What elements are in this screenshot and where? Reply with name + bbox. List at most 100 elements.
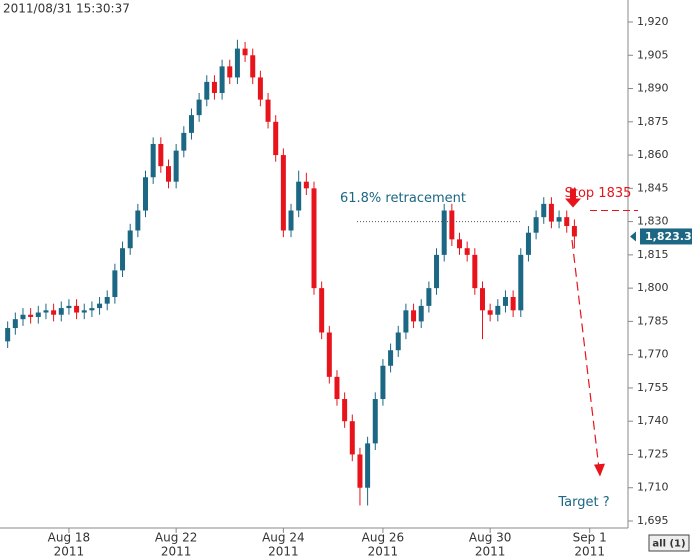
- candle-body: [510, 297, 516, 311]
- y-tick-label: 1,875: [637, 115, 669, 128]
- target-arrow-head: [594, 463, 605, 477]
- y-tick-label: 1,905: [637, 48, 669, 61]
- y-tick-label: 1,890: [637, 82, 669, 95]
- x-tick-label: Aug 22: [155, 531, 198, 545]
- candle-body: [472, 254, 478, 289]
- candle-body: [112, 270, 118, 298]
- candle-body: [372, 399, 378, 444]
- candle-body: [104, 297, 110, 304]
- candle-body: [97, 303, 103, 309]
- candle-body: [250, 55, 256, 78]
- candle-body: [556, 217, 562, 222]
- candle-body: [81, 310, 87, 313]
- candle-body: [541, 203, 547, 218]
- x-tick-sublabel: 2011: [161, 545, 192, 559]
- candle-body: [66, 305, 72, 309]
- y-tick-label: 1,815: [637, 248, 669, 261]
- y-tick-label: 1,920: [637, 15, 669, 28]
- candle-body: [571, 226, 577, 237]
- retracement-label: 61.8% retracement: [340, 191, 466, 206]
- candle-body: [334, 376, 340, 400]
- candle-body: [319, 288, 325, 333]
- candle-body: [120, 248, 126, 271]
- candle-body: [487, 310, 493, 315]
- last-value-label: 1,823.3: [645, 230, 692, 243]
- x-tick-sublabel: 2011: [574, 545, 605, 559]
- candle-body: [357, 454, 363, 488]
- x-tick-sublabel: 2011: [268, 545, 299, 559]
- candle-body: [20, 314, 26, 320]
- candle-body: [564, 217, 570, 227]
- x-tick-label: Sep 1: [573, 531, 607, 545]
- last-value-marker: [630, 231, 636, 242]
- candle-body: [89, 308, 95, 311]
- y-tick-label: 1,725: [637, 447, 669, 460]
- x-tick-label: Aug 18: [48, 531, 91, 545]
- candle-body: [196, 99, 202, 116]
- candle-body: [502, 297, 508, 306]
- candle-body: [441, 210, 447, 255]
- candle-body: [326, 332, 332, 377]
- timestamp: 2011/08/31 15:30:37: [3, 2, 130, 16]
- candle-body: [288, 210, 294, 231]
- y-tick-label: 1,770: [637, 348, 669, 361]
- candle-body: [518, 254, 524, 311]
- y-tick-label: 1,785: [637, 314, 669, 327]
- candle-body: [158, 143, 164, 167]
- candle-body: [303, 181, 309, 189]
- candle-body: [479, 288, 485, 311]
- candle-body: [257, 77, 263, 100]
- x-tick-label: Aug 26: [362, 531, 405, 545]
- y-tick-label: 1,740: [637, 414, 669, 427]
- candle-body: [342, 399, 348, 422]
- candle-body: [365, 443, 371, 488]
- candle-body: [165, 166, 171, 182]
- candle-body: [533, 217, 539, 233]
- candle-body: [211, 81, 217, 93]
- candle-body: [380, 365, 386, 400]
- x-tick-sublabel: 2011: [475, 545, 506, 559]
- range-button[interactable]: all (1): [648, 534, 690, 552]
- candle-body: [265, 99, 271, 122]
- y-tick-label: 1,710: [637, 481, 669, 494]
- candle-body: [495, 305, 501, 315]
- candle-body: [43, 310, 49, 313]
- x-tick-sublabel: 2011: [54, 545, 85, 559]
- candle-body: [58, 308, 64, 315]
- candle-body: [35, 312, 41, 317]
- candle-body: [5, 328, 11, 342]
- candle-body: [188, 115, 194, 133]
- candle-body: [464, 248, 470, 255]
- candle-body: [296, 181, 302, 211]
- candle-body: [51, 310, 57, 315]
- stop-label: Stop 1835: [565, 186, 632, 201]
- x-tick-sublabel: 2011: [368, 545, 399, 559]
- x-tick-label: Aug 30: [469, 531, 512, 545]
- candle-body: [143, 177, 149, 211]
- candle-body: [411, 310, 417, 322]
- last-value-box: [640, 228, 692, 245]
- candle-body: [548, 203, 554, 222]
- y-tick-label: 1,695: [637, 514, 669, 527]
- candle-body: [449, 210, 455, 240]
- candle-body: [426, 288, 432, 306]
- candle-body: [135, 210, 141, 231]
- candle-body: [150, 143, 156, 178]
- stop-arrow: [565, 188, 581, 208]
- target-label: Target ?: [557, 495, 609, 510]
- y-tick-label: 1,845: [637, 181, 669, 194]
- candle-body: [242, 48, 248, 56]
- candle-body: [227, 66, 233, 78]
- candle-body: [525, 232, 531, 255]
- candle-body: [173, 150, 179, 182]
- candle-body: [219, 66, 225, 93]
- y-tick-label: 1,755: [637, 381, 669, 394]
- button-box[interactable]: [648, 534, 690, 552]
- candle-body: [181, 132, 187, 151]
- button-label[interactable]: all (1): [652, 539, 685, 550]
- candle-body: [74, 305, 80, 313]
- candle-body: [388, 350, 394, 366]
- candle-body: [204, 81, 210, 100]
